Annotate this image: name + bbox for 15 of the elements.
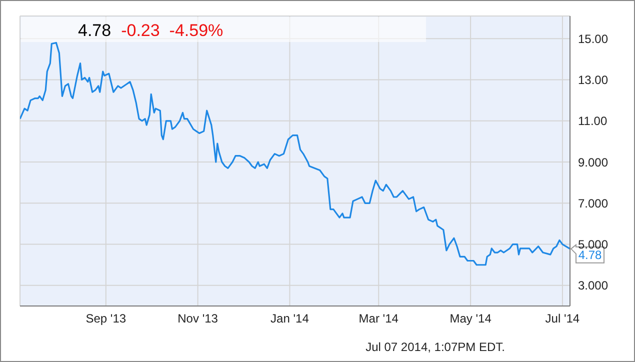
y-tick-label: 7.000	[578, 196, 608, 210]
y-tick-label: 15.00	[578, 32, 608, 46]
x-tick-label: Mar '14	[358, 312, 399, 326]
y-tick-label: 3.000	[578, 278, 608, 293]
chart-title: 4.78	[78, 21, 112, 41]
y-tick-label: 11.00	[578, 114, 608, 128]
x-tick-label: Jul '14	[545, 312, 580, 326]
y-tick-label: 13.00	[578, 73, 608, 88]
chart-subtitle: -0.23 -4.59%	[121, 21, 224, 41]
x-tick-label: Sep '13	[86, 312, 126, 326]
x-tick-label: Jan '14	[270, 312, 310, 326]
x-tick-label: Nov '13	[178, 312, 218, 326]
text: Jul 07 2014, 1:07PM EDT.	[366, 340, 505, 354]
y-tick-label: 9.000	[578, 155, 608, 170]
x-tick-label: May '14	[450, 312, 492, 326]
